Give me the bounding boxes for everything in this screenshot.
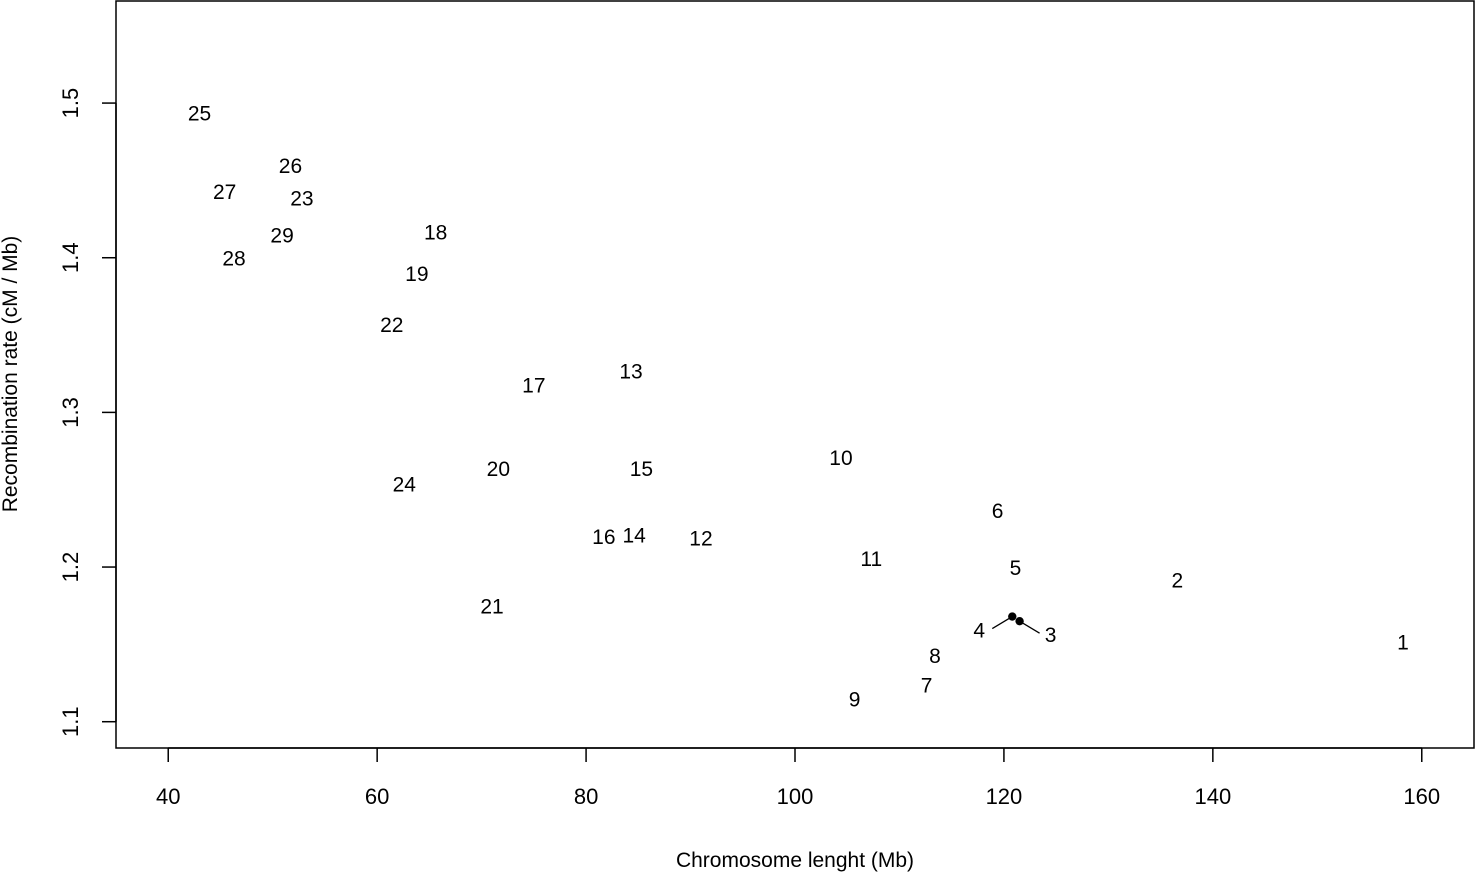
point-label-26: 26 — [279, 155, 302, 178]
point-label-13: 13 — [619, 361, 642, 384]
point-label-28: 28 — [222, 248, 245, 271]
point-label-27: 27 — [213, 181, 236, 204]
point-label-21: 21 — [480, 596, 503, 619]
point-label-6: 6 — [992, 500, 1004, 523]
point-label-7: 7 — [921, 675, 933, 698]
point-label-25: 25 — [188, 102, 211, 125]
leader-line-4 — [991, 615, 1013, 630]
point-label-10: 10 — [829, 447, 852, 470]
point-label-18: 18 — [424, 221, 447, 244]
plot-frame — [115, 0, 1475, 749]
point-label-29: 29 — [270, 225, 293, 248]
x-tick-label: 120 — [986, 784, 1023, 809]
point-label-1: 1 — [1397, 631, 1409, 654]
point-label-8: 8 — [929, 645, 941, 668]
y-tick-label: 1.2 — [58, 552, 83, 583]
x-axis-title: Chromosome lenght (Mb) — [676, 849, 914, 872]
point-label-3: 3 — [1045, 624, 1057, 647]
x-tick-label: 60 — [365, 784, 389, 809]
y-tick-label: 1.3 — [58, 397, 83, 428]
point-label-23: 23 — [290, 187, 313, 210]
y-tick-label: 1.5 — [58, 88, 83, 119]
point-label-9: 9 — [849, 689, 861, 712]
point-label-19: 19 — [405, 263, 428, 286]
y-tick-label: 1.1 — [58, 706, 83, 737]
x-tick-label: 140 — [1194, 784, 1231, 809]
point-labels: 1256789101112131415161718192021222324252… — [188, 102, 1409, 711]
point-label-12: 12 — [689, 528, 712, 551]
point-label-22: 22 — [380, 314, 403, 337]
x-tick-label: 160 — [1403, 784, 1440, 809]
y-axis-title: Recombination rate (cM / Mb) — [0, 236, 22, 513]
point-label-17: 17 — [522, 375, 545, 398]
x-tick-label: 40 — [156, 784, 180, 809]
point-label-2: 2 — [1171, 569, 1183, 592]
point-label-24: 24 — [393, 474, 417, 497]
point-label-4: 4 — [973, 620, 985, 643]
point-label-5: 5 — [1010, 557, 1022, 580]
y-tick-label: 1.4 — [58, 242, 83, 273]
x-tick-label: 100 — [777, 784, 814, 809]
point-label-15: 15 — [630, 458, 653, 481]
leader-line-3 — [1019, 620, 1040, 634]
point-label-20: 20 — [487, 458, 510, 481]
x-axis: 40 60 80 100 120 140 160 — [156, 747, 1440, 809]
point-label-11: 11 — [860, 548, 882, 571]
x-tick-label: 80 — [574, 784, 598, 809]
point-label-16: 16 — [592, 526, 615, 549]
y-axis: 1.1 1.2 1.3 1.4 1.5 — [58, 88, 117, 737]
point-label-14: 14 — [622, 525, 646, 548]
